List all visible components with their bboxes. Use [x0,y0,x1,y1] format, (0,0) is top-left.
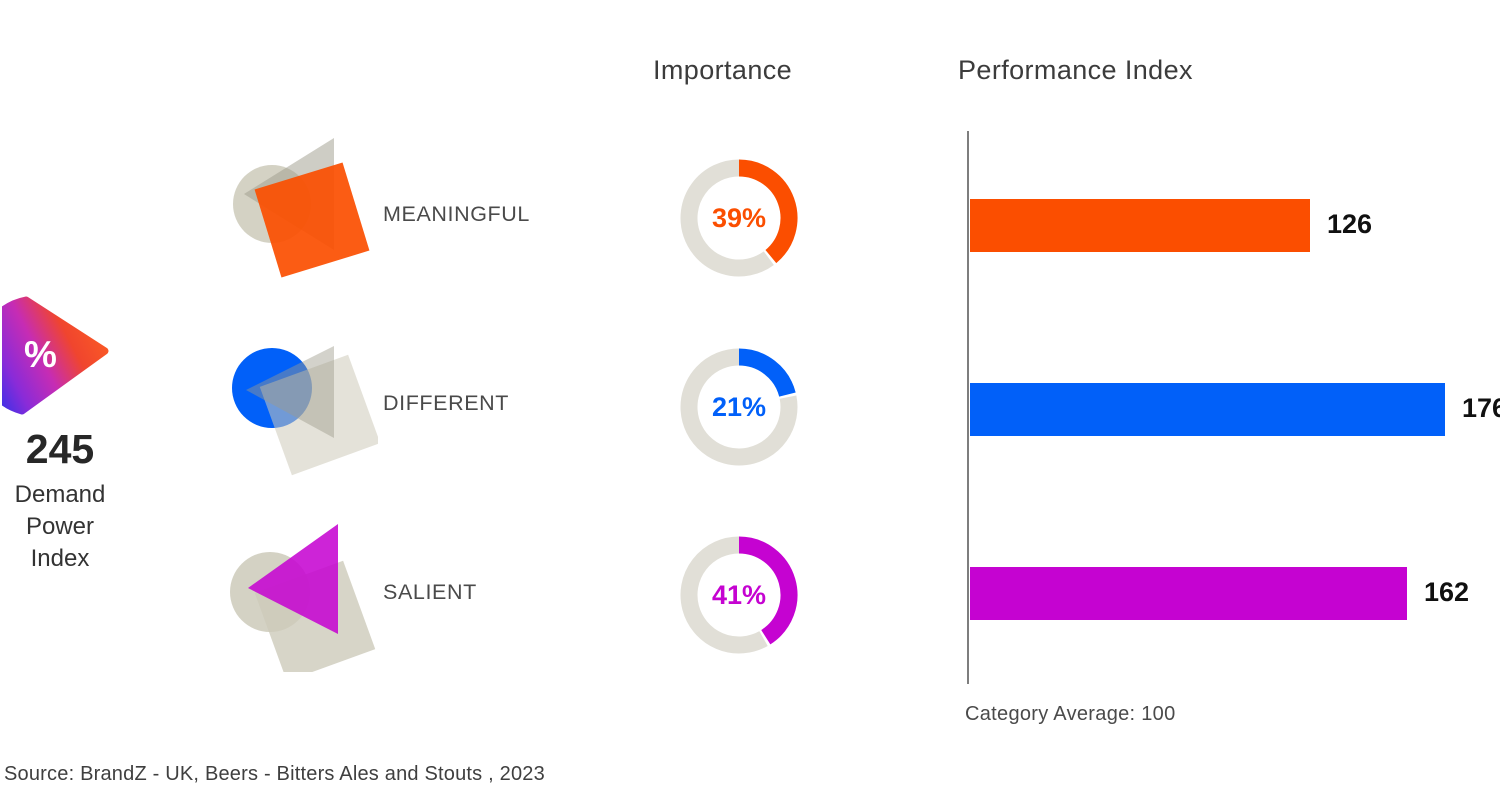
performance-value-different: 176 [1462,393,1500,423]
category-label-meaningful: MEANINGFUL [383,202,530,226]
percent-slice-icon: % [2,296,109,415]
category-average-note: Category Average: 100 [965,703,1176,725]
performance-axis-line [967,131,969,684]
svg-text:41%: 41% [712,580,766,610]
different-shapes-icon [232,346,378,476]
svg-text:39%: 39% [712,203,766,233]
performance-value-meaningful: 126 [1327,209,1373,239]
demand-power-value: 245 [25,426,95,472]
performance-value-salient: 162 [1424,577,1470,607]
demand-power-label: Demand Power Index [0,479,120,575]
demand-power-label-line: Demand [14,481,106,508]
performance-bar-salient [970,566,1407,620]
source-note: Source: BrandZ - UK, Beers - Bitters Ale… [4,763,545,785]
performance-index-header: Performance Index [958,55,1193,85]
demand-power-label-line: Index [30,545,90,572]
category-label-salient: SALIENT [383,580,477,604]
importance-header: Importance [653,55,793,85]
importance-donut-salient: 41% [680,536,798,654]
salient-shapes-icon [230,524,376,672]
meaningful-shapes-icon [233,138,370,278]
performance-bar-different [970,382,1445,436]
importance-donut-meaningful: 39% [680,159,798,277]
demand-power-label-line: Power [25,513,95,540]
performance-bar-meaningful [970,198,1310,252]
category-label-different: DIFFERENT [383,391,510,415]
percent-symbol: % [24,334,57,375]
svg-text:21%: 21% [712,392,766,422]
importance-donut-different: 21% [680,348,798,466]
